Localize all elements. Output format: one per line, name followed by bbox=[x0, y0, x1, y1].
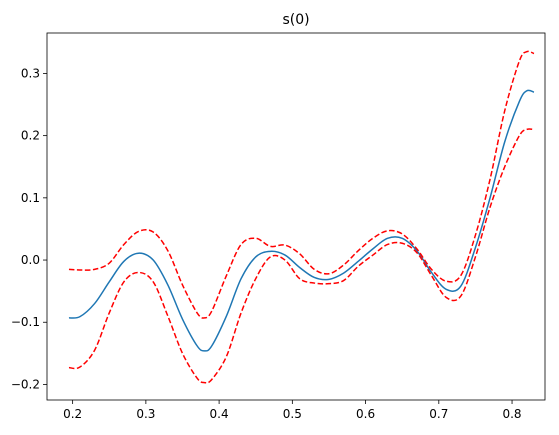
y-tick-label: −0.1 bbox=[11, 315, 40, 329]
series-line-estimate bbox=[68, 89, 535, 352]
plot-frame bbox=[46, 32, 546, 401]
y-tick-label: −0.2 bbox=[11, 377, 40, 391]
y-tick-label: 0.2 bbox=[21, 129, 40, 143]
x-tick-label: 0.8 bbox=[502, 407, 521, 421]
x-tick-label: 0.2 bbox=[63, 407, 82, 421]
y-axis: −0.2 −0.1 0.0 0.1 0.2 0.3 bbox=[11, 66, 47, 391]
x-tick-label: 0.4 bbox=[210, 407, 229, 421]
x-tick-label: 0.7 bbox=[429, 407, 448, 421]
chart-title: s(0) bbox=[282, 12, 309, 28]
x-tick-label: 0.5 bbox=[283, 407, 302, 421]
y-tick-label: 0.0 bbox=[21, 253, 40, 267]
x-axis: 0.2 0.3 0.4 0.5 0.6 0.7 0.8 bbox=[63, 400, 522, 421]
series-layer bbox=[68, 50, 535, 384]
series-line-lower bbox=[68, 128, 535, 384]
x-tick-label: 0.3 bbox=[136, 407, 155, 421]
x-tick-label: 0.6 bbox=[356, 407, 375, 421]
y-tick-label: 0.1 bbox=[21, 191, 40, 205]
y-tick-label: 0.3 bbox=[21, 66, 40, 80]
series-line-upper bbox=[68, 50, 535, 319]
